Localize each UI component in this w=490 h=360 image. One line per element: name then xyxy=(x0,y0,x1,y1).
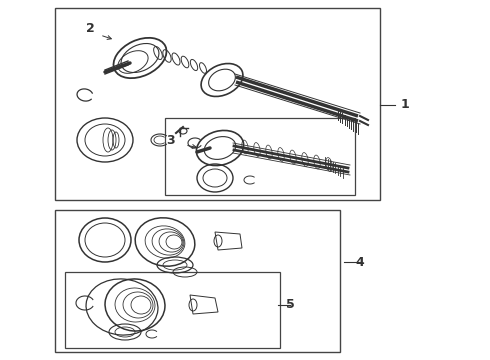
Text: 2: 2 xyxy=(86,22,95,35)
Text: 3: 3 xyxy=(166,134,174,147)
Polygon shape xyxy=(215,232,242,250)
Polygon shape xyxy=(190,295,218,314)
Bar xyxy=(55,210,340,352)
Text: 5: 5 xyxy=(286,298,294,311)
Text: 1: 1 xyxy=(401,99,409,112)
Bar xyxy=(55,8,380,200)
Text: 4: 4 xyxy=(356,256,365,269)
Bar xyxy=(65,272,280,348)
Bar xyxy=(165,118,355,195)
